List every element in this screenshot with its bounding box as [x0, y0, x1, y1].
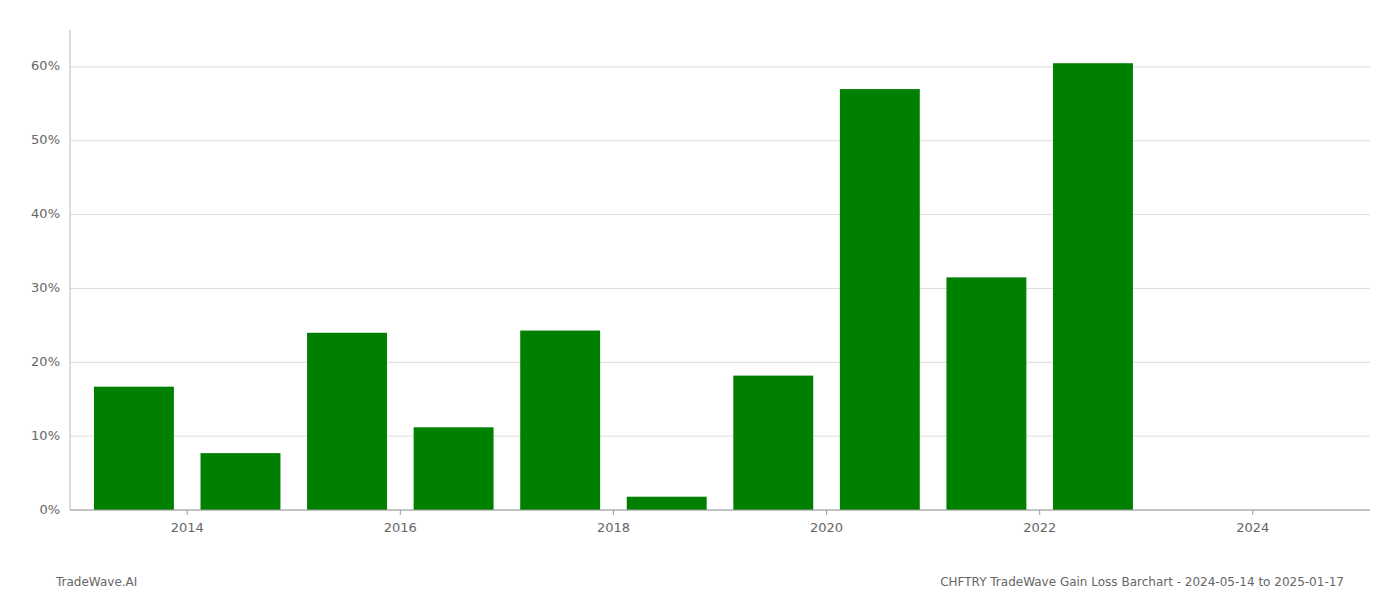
bar — [733, 376, 813, 510]
bar — [627, 497, 707, 510]
y-tick-label: 0% — [39, 502, 60, 517]
grid-line — [70, 66, 1370, 67]
bar — [1053, 63, 1133, 510]
bars — [94, 63, 1133, 510]
bar — [94, 387, 174, 510]
grid-line — [70, 140, 1370, 141]
x-tick-label: 2022 — [1023, 520, 1056, 535]
x-tick — [187, 510, 188, 515]
x-tick — [1039, 510, 1040, 515]
x-tick — [1252, 510, 1253, 515]
y-grid — [70, 67, 1370, 510]
grid-line — [70, 436, 1370, 437]
x-tick-label: 2014 — [171, 520, 204, 535]
chart-container: 0% 10% 20% 30% 40% 50% 60% 2014 2016 2018 2020 2022… — [0, 0, 1400, 600]
y-axis-line — [70, 30, 71, 510]
grid-line — [70, 214, 1370, 215]
chart: 0% 10% 20% 30% 40% 50% 60% 2014 2016 2018 2020 2022… — [0, 0, 1400, 600]
grid-line — [70, 510, 1370, 511]
y-tick-label: 10% — [31, 428, 60, 443]
bar — [307, 333, 387, 510]
bar — [946, 277, 1026, 510]
bar — [520, 331, 600, 510]
x-tick — [400, 510, 401, 515]
footer-right: CHFTRY TradeWave Gain Loss Barchart - 20… — [940, 575, 1344, 589]
y-tick-label: 50% — [31, 132, 60, 147]
x-tick-label: 2020 — [810, 520, 843, 535]
y-tick-label: 60% — [31, 58, 60, 73]
x-tick — [826, 510, 827, 515]
y-tick-label: 40% — [31, 206, 60, 221]
y-tick-label: 20% — [31, 354, 60, 369]
x-tick-label: 2024 — [1236, 520, 1269, 535]
x-tick — [613, 510, 614, 515]
footer-left: TradeWave.AI — [55, 575, 137, 589]
grid-line — [70, 288, 1370, 289]
bar — [414, 427, 494, 510]
bar — [840, 89, 920, 510]
x-tick-label: 2018 — [597, 520, 630, 535]
x-axis-line — [70, 510, 1370, 511]
x-tick-label: 2016 — [384, 520, 417, 535]
bar — [201, 453, 281, 510]
grid-line — [70, 362, 1370, 363]
y-tick-label: 30% — [31, 280, 60, 295]
